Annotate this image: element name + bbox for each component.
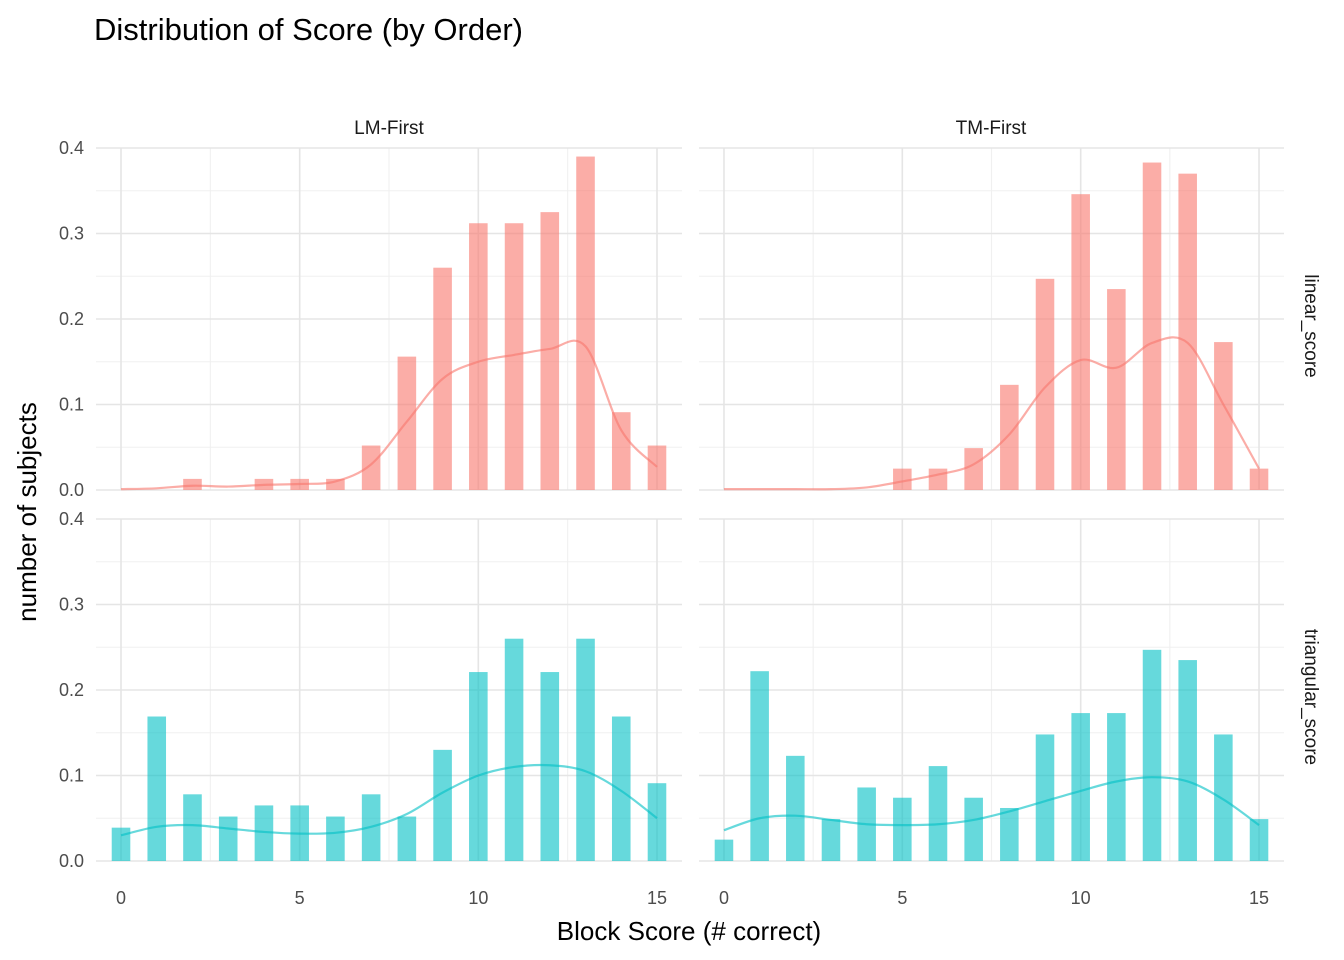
facet-panels: LM-First TM-First linear_score triangular_s… (59, 118, 1321, 908)
bar-5 (893, 797, 912, 861)
bar-10 (1071, 713, 1090, 861)
x-tick-label: 0 (116, 888, 126, 908)
bar-1 (750, 671, 769, 861)
x-tick-label: 5 (295, 888, 305, 908)
bar-14 (1214, 342, 1233, 490)
bar-0 (111, 827, 131, 861)
panel-lm-first-triangular-score (111, 638, 667, 861)
bar-15 (1249, 819, 1269, 861)
bar-10 (469, 672, 488, 861)
y-tick-label: 0.3 (59, 224, 84, 244)
bar-11 (1107, 289, 1126, 490)
x-tick-label: 10 (1071, 888, 1091, 908)
bar-15 (647, 445, 667, 490)
y-tick-label: 0.0 (59, 851, 84, 871)
bar-15 (647, 783, 667, 861)
density-line (120, 339, 658, 491)
strip-label-triangular-score: triangular_score (1300, 629, 1321, 765)
strip-label-lm-first: LM-First (354, 118, 424, 139)
y-tick-label: 0.4 (59, 138, 84, 158)
bar-7 (964, 797, 983, 861)
bar-6 (928, 766, 948, 861)
x-tick-label: 5 (897, 888, 907, 908)
y-tick-label: 0.2 (59, 680, 84, 700)
x-tick-label: 15 (647, 888, 667, 908)
bar-8 (1000, 384, 1019, 490)
bar-11 (504, 223, 524, 491)
strip-label-tm-first: TM-First (956, 118, 1027, 139)
bar-2 (183, 478, 202, 490)
bar-8 (1000, 807, 1019, 861)
x-axis-title: Block Score (# correct) (557, 916, 821, 946)
density-line (723, 336, 1260, 491)
x-tick-label: 10 (468, 888, 488, 908)
strip-label-linear-score: linear_score (1300, 274, 1321, 378)
panel-tm-first-linear-score (723, 162, 1269, 491)
y-axis-title: number of subjects (12, 402, 42, 622)
bar-6 (326, 478, 345, 490)
bar-12 (540, 672, 560, 861)
bar-3 (821, 819, 841, 861)
y-tick-label: 0.1 (59, 766, 84, 786)
y-tick-label: 0.2 (59, 309, 84, 329)
y-tick-label: 0.4 (59, 509, 84, 529)
density-line (120, 763, 658, 837)
bar-14 (1214, 734, 1233, 861)
bar-6 (928, 468, 948, 490)
bar-12 (1142, 649, 1162, 861)
bar-8 (397, 816, 417, 861)
bar-9 (1035, 278, 1055, 490)
bar-14 (611, 716, 631, 861)
y-tick-label: 0.1 (59, 395, 84, 415)
density-line (723, 776, 1260, 832)
bar-11 (1107, 713, 1126, 861)
panel-lm-first-linear-score (120, 156, 667, 491)
x-tick-label: 15 (1249, 888, 1269, 908)
bar-2 (786, 755, 805, 861)
bar-11 (504, 638, 524, 861)
y-tick-label: 0.3 (59, 595, 84, 615)
bar-13 (576, 638, 595, 861)
bar-10 (1071, 194, 1090, 491)
bar-1 (147, 716, 167, 861)
bar-13 (1178, 173, 1197, 490)
bar-7 (361, 445, 381, 490)
bar-12 (540, 212, 560, 490)
bar-5 (893, 468, 912, 490)
bar-0 (714, 839, 734, 861)
bar-3 (218, 816, 238, 861)
bar-12 (1142, 162, 1162, 490)
bar-10 (469, 223, 488, 491)
bar-13 (1178, 660, 1197, 861)
bar-9 (1035, 734, 1055, 861)
bar-6 (326, 816, 345, 861)
bar-15 (1249, 468, 1269, 490)
bar-7 (964, 448, 983, 490)
bar-13 (576, 156, 595, 491)
bar-14 (611, 412, 631, 490)
bar-9 (433, 749, 452, 861)
panel-tm-first-triangular-score (714, 649, 1269, 861)
x-tick-label: 0 (719, 888, 729, 908)
y-tick-label: 0.0 (59, 480, 84, 500)
bar-4 (254, 805, 274, 861)
chart-title: Distribution of Score (by Order) (94, 12, 523, 47)
bar-2 (183, 794, 202, 861)
